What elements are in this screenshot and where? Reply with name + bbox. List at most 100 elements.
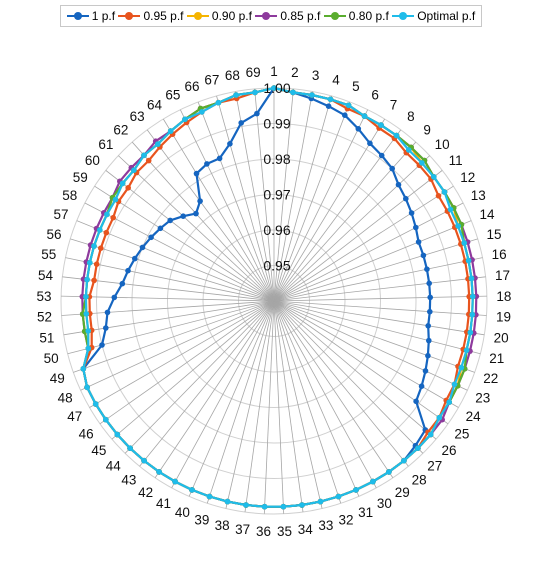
series-point: [325, 103, 332, 109]
series-point: [335, 493, 342, 500]
series-point: [189, 487, 195, 493]
series-point: [215, 99, 222, 106]
series-point: [97, 227, 103, 233]
grid-spoke: [216, 95, 275, 302]
series-point: [182, 116, 188, 123]
category-label: 69: [246, 65, 261, 80]
series-point: [156, 469, 162, 475]
series-point: [361, 113, 368, 119]
category-label: 37: [235, 522, 250, 537]
category-label: 35: [277, 524, 292, 539]
series-point: [342, 112, 348, 118]
grid-spoke: [273, 202, 464, 302]
category-label: 30: [377, 496, 392, 511]
grid-spoke: [225, 300, 275, 509]
grid-spoke: [273, 276, 486, 302]
category-label: 66: [185, 79, 200, 94]
series-point: [110, 214, 116, 221]
grid-spoke: [94, 185, 275, 302]
series-point: [103, 325, 109, 331]
category-label: 58: [62, 188, 77, 203]
series-point: [139, 244, 146, 251]
category-label: 56: [46, 227, 61, 242]
grid-spoke: [273, 109, 369, 302]
category-label: 52: [37, 310, 52, 325]
grid-spoke: [118, 155, 275, 302]
category-label: 33: [318, 518, 333, 533]
grid-spoke: [273, 91, 313, 302]
chart-legend: 1 p.f 0.95 p.f 0.90 p.f 0.85 p.f 0.80 p.f Opt…: [60, 5, 482, 27]
category-label: 11: [449, 153, 463, 168]
series-point: [131, 167, 137, 173]
grid-spoke: [273, 88, 294, 302]
series-point: [92, 401, 99, 407]
series-point: [127, 445, 133, 452]
grid-spoke: [76, 220, 275, 302]
category-label: 51: [39, 330, 54, 345]
category-label: 19: [496, 310, 511, 325]
series-point: [393, 132, 400, 139]
series-point: [327, 96, 334, 103]
series-point: [436, 414, 443, 421]
category-label: 31: [358, 505, 373, 520]
series-point: [418, 383, 425, 390]
legend-item: 0.85 p.f: [255, 9, 320, 23]
category-label: 59: [73, 170, 88, 185]
series-point: [415, 445, 421, 452]
category-label: 47: [67, 409, 82, 424]
category-label: 22: [483, 371, 498, 386]
category-label: 16: [492, 247, 507, 262]
grid-spoke: [63, 300, 275, 336]
series-point: [271, 85, 277, 91]
category-label: 4: [332, 73, 340, 88]
legend-label: 0.80 p.f: [348, 9, 389, 23]
series-point: [238, 120, 244, 126]
grid-spoke: [273, 185, 454, 302]
series-point: [233, 92, 239, 98]
series-point: [119, 280, 126, 287]
series-point: [132, 255, 138, 262]
grid-spoke: [273, 170, 443, 302]
grid-spoke: [89, 300, 275, 408]
category-label: 29: [395, 485, 410, 500]
series-point: [167, 217, 173, 224]
category-label: 38: [215, 518, 230, 533]
series-point: [427, 308, 433, 315]
grid-spoke: [84, 202, 275, 302]
series-point: [425, 323, 432, 329]
category-label: 2: [291, 65, 299, 80]
legend-label: Optimal p.f: [417, 9, 476, 23]
grid-spoke: [273, 300, 487, 316]
series-point: [447, 206, 454, 213]
series-point: [353, 487, 359, 493]
series-point: [386, 469, 392, 475]
series-point: [290, 89, 296, 96]
legend-swatch: [255, 10, 278, 22]
category-label: 63: [130, 109, 145, 124]
series-point: [91, 243, 97, 249]
series-point: [378, 122, 384, 128]
grid-spoke: [273, 141, 417, 302]
series-point: [104, 211, 110, 218]
series-point: [91, 277, 97, 284]
grid-spoke: [139, 300, 275, 467]
category-label: 43: [121, 472, 136, 487]
category-label: 17: [495, 268, 510, 283]
series-point: [355, 126, 362, 132]
series-point: [405, 147, 412, 153]
grid-spoke: [65, 257, 275, 302]
grid-spoke: [131, 141, 275, 302]
category-label: 44: [106, 458, 122, 473]
grid-spoke: [70, 238, 275, 302]
category-label: 42: [138, 485, 153, 500]
category-label: 28: [412, 472, 427, 487]
grid-spoke: [273, 129, 402, 302]
series-point: [309, 92, 315, 98]
legend-swatch: [118, 10, 141, 22]
series-point: [114, 431, 121, 438]
series-point: [415, 239, 422, 245]
grid-spoke: [80, 300, 275, 391]
category-label: 65: [165, 87, 180, 102]
series-point: [424, 266, 430, 273]
grid-spoke: [273, 300, 394, 478]
